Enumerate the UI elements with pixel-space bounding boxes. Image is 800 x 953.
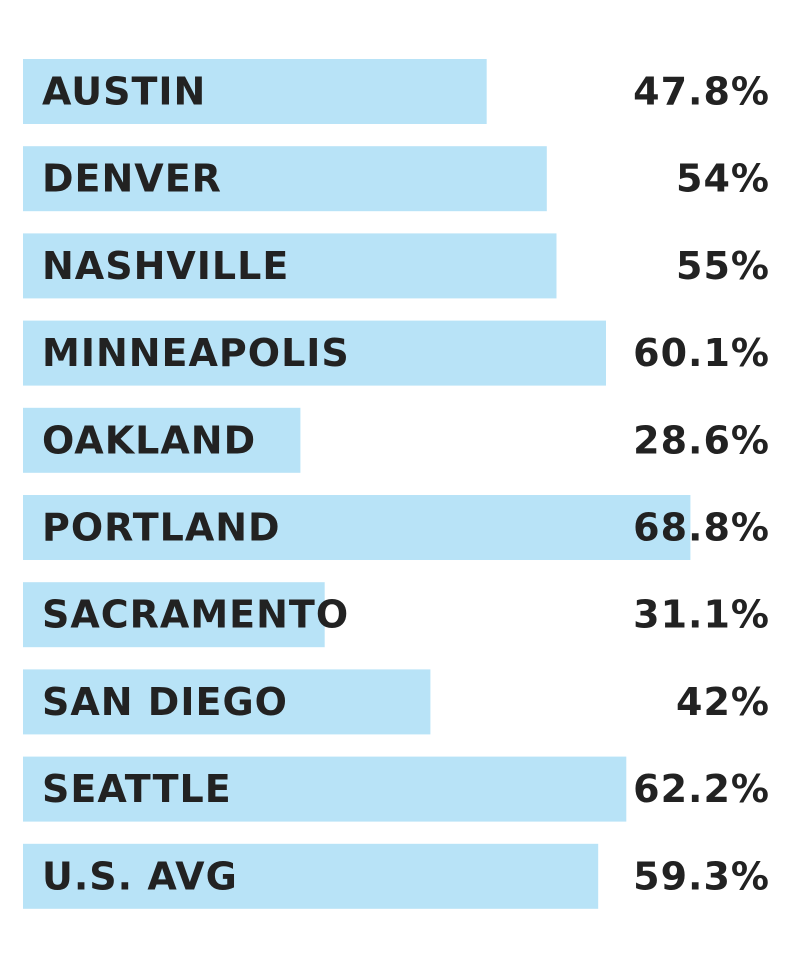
- category-label-minneapolis: MINNEAPOLIS: [42, 331, 350, 375]
- value-label-minneapolis: 60.1%: [633, 331, 770, 375]
- value-label-san-diego: 42%: [676, 680, 770, 724]
- value-label-portland: 68.8%: [633, 506, 770, 550]
- category-label-san-diego: SAN DIEGO: [42, 680, 288, 724]
- category-label-portland: PORTLAND: [42, 506, 281, 550]
- bar-san-diego: [23, 669, 431, 735]
- value-label-denver: 54%: [676, 157, 770, 201]
- value-label-austin: 47.8%: [633, 70, 770, 114]
- category-label-u-s-avg: U.S. AVG: [42, 854, 238, 898]
- bar-sacramento: [23, 582, 325, 648]
- category-label-nashville: NASHVILLE: [42, 244, 289, 288]
- category-label-oakland: OAKLAND: [42, 418, 256, 462]
- bar-denver: [23, 146, 547, 212]
- bars-group: [23, 59, 691, 909]
- category-label-austin: AUSTIN: [42, 70, 206, 114]
- category-label-denver: DENVER: [42, 157, 222, 201]
- category-label-sacramento: SACRAMENTO: [42, 593, 349, 637]
- bar-minneapolis: [23, 320, 606, 386]
- value-labels-group: 47.8% 54% 55% 60.1% 28.6% 68.8% 31.1% 42% 62.2% 5…: [633, 70, 770, 899]
- bar-oakland: [23, 407, 301, 473]
- bar-portland: [23, 495, 691, 560]
- value-label-oakland: 28.6%: [633, 418, 770, 462]
- bar-austin: [23, 59, 487, 124]
- bar-nashville: [23, 233, 557, 299]
- category-labels-group: AUSTIN DENVER NASHVILLE MINNEAPOLIS OAKLAND P…: [42, 70, 350, 899]
- category-label-seattle: SEATTLE: [42, 767, 232, 811]
- value-label-u-s-avg: 59.3%: [633, 854, 770, 898]
- bar-u-s-avg: [23, 843, 599, 909]
- value-label-sacramento: 31.1%: [633, 593, 770, 637]
- value-label-seattle: 62.2%: [633, 767, 770, 811]
- value-label-nashville: 55%: [676, 244, 770, 288]
- bar-seattle: [23, 756, 627, 822]
